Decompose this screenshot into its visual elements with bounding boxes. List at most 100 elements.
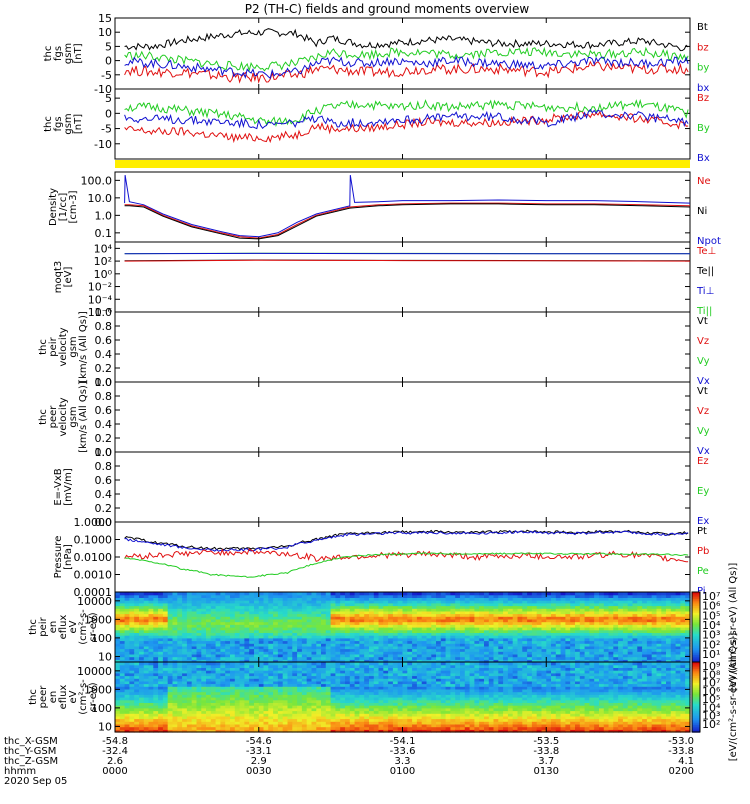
y-tick-label: 100.0: [81, 174, 113, 187]
panel-frame: [115, 18, 690, 89]
y-tick-label: 10²: [94, 255, 112, 268]
y-tick-label: 0: [105, 107, 112, 120]
legend-entry: Ey: [697, 486, 709, 497]
quality-flag-bar: [115, 160, 690, 168]
legend-entry: Ni: [697, 206, 707, 217]
heatmap-cells-peir_en_eflux: [115, 592, 691, 663]
legend-entry: bz: [697, 42, 709, 53]
panel-frame: [115, 312, 690, 382]
y-tick-label: 1.0: [95, 209, 113, 222]
y-tick-label: 0.0100: [74, 551, 113, 564]
y-tick-label: 0.2: [95, 362, 113, 375]
series-Bx: [125, 110, 689, 129]
y-tick-label: 10.0: [88, 192, 113, 205]
panel-frame: [115, 242, 690, 312]
panel-moqt3: 10⁴10²10⁰10⁻²10⁻⁴10⁻⁶moqt3[eV]Te⊥Te||Ti⊥…: [53, 242, 716, 319]
y-tick-label: 10⁰: [94, 268, 113, 281]
y-tick-label: 0.6: [95, 474, 113, 487]
y-tick-label: 10⁴: [94, 242, 113, 255]
series-bz: [125, 62, 689, 82]
legend-entry: Pb: [697, 546, 709, 557]
legend-entry: Ez: [697, 456, 709, 467]
series-Pe: [125, 553, 689, 578]
y-tick-label: 0.1000: [74, 534, 113, 547]
legend-entry: Vt: [697, 386, 708, 397]
y-axis-label: [nT]: [73, 114, 84, 134]
y-tick-label: 0.8: [95, 460, 113, 473]
y-axis-label: [nT]: [73, 43, 84, 63]
y-tick-label: 0.1: [95, 227, 113, 240]
y-tick-label: 5: [105, 92, 112, 105]
y-tick-label: 15: [98, 12, 112, 25]
y-axis-label: [mV/m]: [63, 468, 74, 506]
y-tick-label: 10⁻²: [88, 281, 112, 294]
legend-entry: By: [697, 123, 710, 134]
y-tick-label: 1.0: [95, 446, 113, 459]
y-tick-label: 5: [105, 40, 112, 53]
legend-entry: Ne: [697, 176, 711, 187]
y-tick-label: 0.2: [95, 432, 113, 445]
legend-entry: Vz: [697, 406, 709, 417]
panel-frame: [115, 452, 690, 522]
legend-entry: by: [697, 63, 709, 74]
y-tick-label: -5: [101, 69, 112, 82]
y-axis-label: [km/s (All Qs)]: [78, 311, 89, 383]
legend-entry: Vz: [697, 336, 709, 347]
panel-frame: [115, 172, 690, 242]
y-tick-label: 1.0: [95, 376, 113, 389]
y-tick-label: 0.6: [95, 404, 113, 417]
y-axis-label: [nPa]: [63, 544, 74, 570]
series-Pb: [125, 549, 689, 562]
legend-entry: Vt: [697, 316, 708, 327]
legend-entry: Te||: [696, 266, 714, 277]
y-tick-label: 10⁻⁴: [88, 293, 113, 306]
y-tick-label: 1.0: [95, 306, 113, 319]
heatmap-cells-peer_en_eflux: [115, 662, 691, 733]
y-tick-label: 0.8: [95, 390, 113, 403]
series-Bt: [125, 29, 689, 51]
series-Pi: [125, 531, 689, 551]
y-tick-label: 10000: [77, 595, 112, 608]
y-tick-label: 0.4: [95, 418, 113, 431]
y-axis-label: [eV]: [63, 267, 74, 288]
series-Npot: [125, 175, 690, 237]
y-tick-label: -5: [101, 123, 112, 136]
y-tick-label: 0: [105, 55, 112, 68]
series-Ni: [125, 204, 690, 239]
legend-entry: Te⊥: [696, 246, 716, 257]
y-tick-label: 0.8: [95, 320, 113, 333]
panel-frame: [115, 382, 690, 452]
legend-entry: Bx: [697, 153, 710, 164]
legend-entry: Vy: [697, 356, 710, 367]
y-tick-label: 10: [98, 26, 112, 39]
y-tick-label: -10: [94, 138, 112, 151]
panel-density: 100.010.01.00.1Density[1/cc][cm-3]NeNiNp…: [48, 172, 721, 247]
y-axis-label: [km/s (All Qs)]: [78, 381, 89, 453]
y-tick-label: 0.4: [95, 348, 113, 361]
panel-pressure: 1.00000.10000.01000.00100.0001Pressure[n…: [53, 516, 709, 599]
legend-entry: Bt: [697, 22, 708, 33]
legend-entry: Pt: [697, 526, 707, 537]
legend-entry: Vy: [697, 426, 710, 437]
legend-entry: Ti⊥: [696, 286, 714, 297]
y-tick-label: 0.0010: [74, 569, 113, 582]
legend-entry: Pe: [697, 566, 709, 577]
y-tick-label: 1.0000: [74, 516, 113, 529]
y-axis-label: sr-eV): [88, 612, 99, 641]
y-tick-label: 0.6: [95, 334, 113, 347]
y-tick-label: 10: [98, 650, 112, 663]
legend-entry: Bz: [697, 93, 709, 104]
y-tick-label: 0.2: [95, 502, 113, 515]
panel-frame: [115, 89, 690, 159]
series-Ne: [125, 203, 690, 238]
y-axis-label: [cm-3]: [68, 190, 79, 223]
figure-title: P2 (TH-C) fields and ground moments over…: [245, 2, 530, 16]
y-tick-label: 0.4: [95, 488, 113, 501]
